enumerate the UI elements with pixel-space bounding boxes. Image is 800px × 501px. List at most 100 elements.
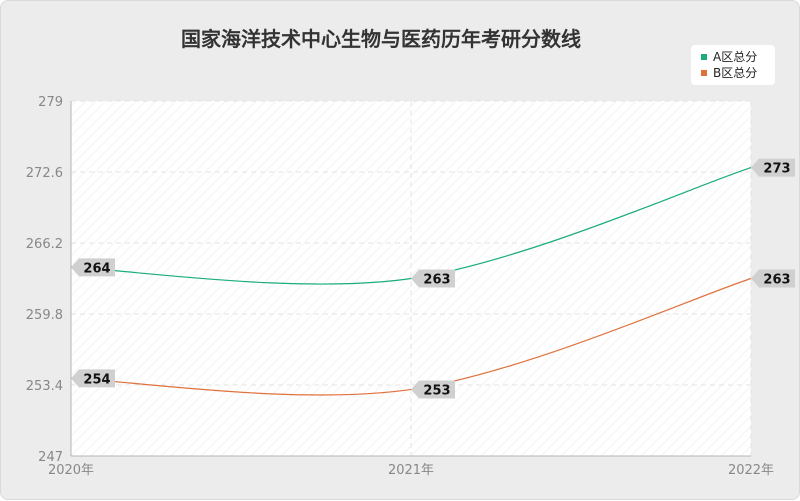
hatch-line [110,101,467,456]
hatch-line [460,165,751,456]
hatch-line [310,101,667,456]
hatch-line [71,101,417,447]
x-tick-labels: 2020年 2021年 2022年 [48,463,774,478]
data-label-bg [411,269,455,288]
hatch-line [290,101,647,456]
hatch-line [71,101,237,267]
hatch-line [350,101,707,456]
hatch-line [320,101,677,456]
hatch-line [71,101,427,456]
y-tick-label: 272.6 [26,166,63,181]
x-tick-label: 2021年 [388,463,434,478]
hatch-line [220,101,577,456]
hatch-line [100,101,457,456]
legend-label-b: B区总分 [713,66,758,80]
hatch-line [1,101,56,456]
data-label: 263 [751,269,795,288]
hatch-line [71,101,337,367]
hatch-line [430,135,751,456]
hatch-line [90,101,447,456]
data-label-bg [751,158,795,177]
hatch-line [71,101,407,437]
y-tick-labels: 279 272.6 266.2 259.8 253.4 247 [26,95,63,465]
hatch-line [71,101,77,107]
hatch-line [71,101,347,377]
hatch-line [410,115,751,456]
hatch-line [71,101,277,307]
hatch-line [190,101,547,456]
hatch-line [650,355,751,456]
hatch-line [120,101,477,456]
hatch-line [570,275,751,456]
hatch-line [540,245,751,456]
hatch-line [520,225,751,456]
legend-item-a[interactable]: A区总分 [701,49,757,65]
hatch-line [280,101,637,456]
hatch-line [580,285,751,456]
data-label-bg [71,369,115,388]
y-tick-label: 259.8 [26,308,63,323]
data-label: 273 [751,158,795,177]
hatch-line [200,101,557,456]
x-tick-label: 2022年 [728,463,774,478]
hatch-line [71,101,287,317]
data-label-text: 273 [763,162,790,177]
data-label-bg [71,258,115,277]
hatch-line [71,101,187,217]
hatch-line [530,235,751,456]
y-tick-label: 247 [38,450,63,465]
legend: A区总分 B区总分 [691,45,775,85]
hatch-line [330,101,687,456]
hatch-line [71,101,147,177]
hatch-line [480,185,751,456]
data-label-bg [411,380,455,399]
hatch-line [210,101,567,456]
hatch-line [71,101,267,297]
hatch-line [71,101,327,357]
series-line-b [70,277,752,396]
legend-item-b[interactable]: B区总分 [701,65,757,81]
hatch-line [630,335,751,456]
hatch-line [71,101,357,387]
hatch-line [470,175,751,456]
hatch-line [170,101,527,456]
hatch-line [71,101,157,187]
hatch-line [600,305,751,456]
data-label-text: 264 [83,261,110,276]
y-tick-label: 253.4 [26,379,63,394]
hatch-line [71,101,197,227]
hatch-line [71,101,317,347]
data-label-text: 263 [423,273,450,288]
hatch-line [150,101,507,456]
hatch-line [130,101,487,456]
hatch-line [1,101,66,456]
hatch-line [610,315,751,456]
hatch-line [680,385,751,456]
data-label: 264 [71,258,115,277]
data-label-bg [751,269,795,288]
hatch-line [160,101,517,456]
legend-swatch-b [701,69,707,76]
hatch-line [71,101,247,277]
hatch-line [71,101,227,257]
hatch-line [500,205,751,456]
hatch-line [490,195,751,456]
hatch-line [550,255,751,456]
hatch-line [140,101,497,456]
x-tick-label: 2020年 [48,463,94,478]
hatch-line [590,295,751,456]
y-tick-label: 266.2 [26,237,63,252]
hatch-line [71,101,297,327]
hatch-line [400,105,751,456]
hatch-line [340,101,697,456]
y-tick-label: 279 [38,95,63,110]
hatch-line [71,101,307,337]
hatch-line [71,101,257,287]
hatch-line [71,101,167,197]
hatch-line [71,101,137,167]
hatch-line [640,345,751,456]
hatch-line [71,101,177,207]
data-label-text: 254 [83,372,110,387]
hatch-line [670,375,751,456]
